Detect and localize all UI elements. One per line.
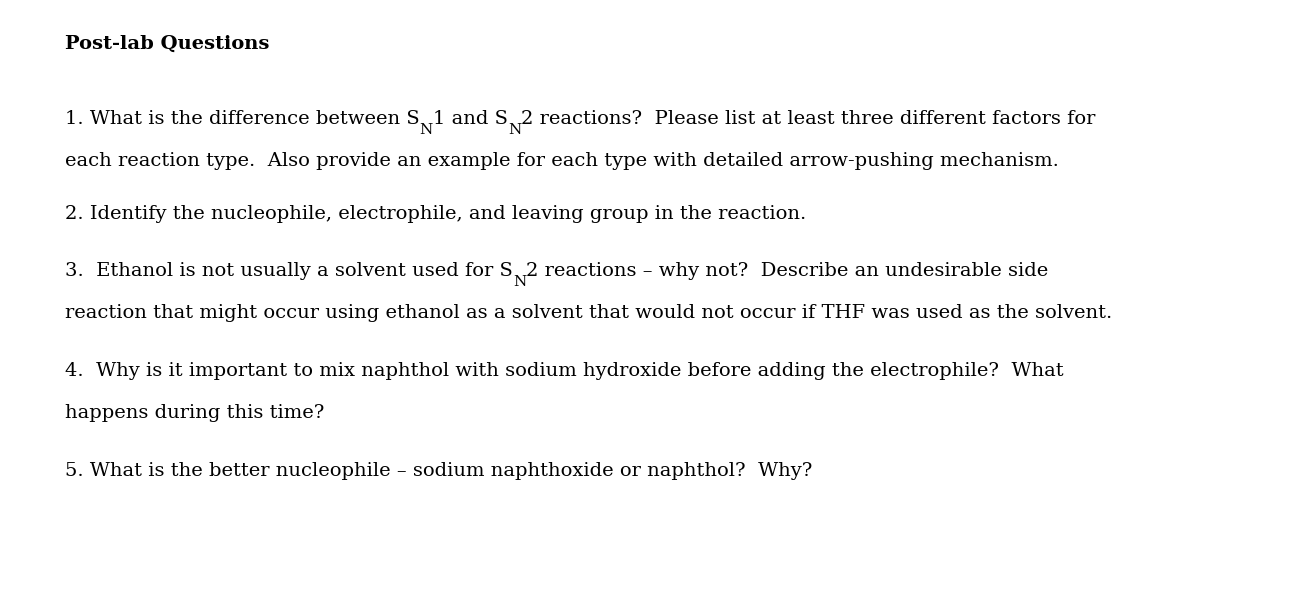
Text: 5. What is the better nucleophile – sodium naphthoxide or naphthol?  Why?: 5. What is the better nucleophile – sodi… [64,462,812,480]
Text: N: N [512,275,526,289]
Text: 2. Identify the nucleophile, electrophile, and leaving group in the reaction.: 2. Identify the nucleophile, electrophil… [64,205,807,223]
Text: Post-lab Questions: Post-lab Questions [64,35,269,53]
Text: 2 reactions?  Please list at least three different factors for: 2 reactions? Please list at least three … [520,110,1096,128]
Text: happens during this time?: happens during this time? [64,404,325,422]
Text: reaction that might occur using ethanol as a solvent that would not occur if THF: reaction that might occur using ethanol … [64,304,1112,322]
Text: 2 reactions – why not?  Describe an undesirable side: 2 reactions – why not? Describe an undes… [526,262,1049,280]
Text: 4.  Why is it important to mix naphthol with sodium hydroxide before adding the : 4. Why is it important to mix naphthol w… [64,362,1063,380]
Text: N: N [507,123,520,137]
Text: 1 and S: 1 and S [432,110,507,128]
Text: N: N [419,123,432,137]
Text: each reaction type.  Also provide an example for each type with detailed arrow-p: each reaction type. Also provide an exam… [64,152,1059,170]
Text: 3.  Ethanol is not usually a solvent used for S: 3. Ethanol is not usually a solvent used… [64,262,512,280]
Text: 1. What is the difference between S: 1. What is the difference between S [64,110,419,128]
